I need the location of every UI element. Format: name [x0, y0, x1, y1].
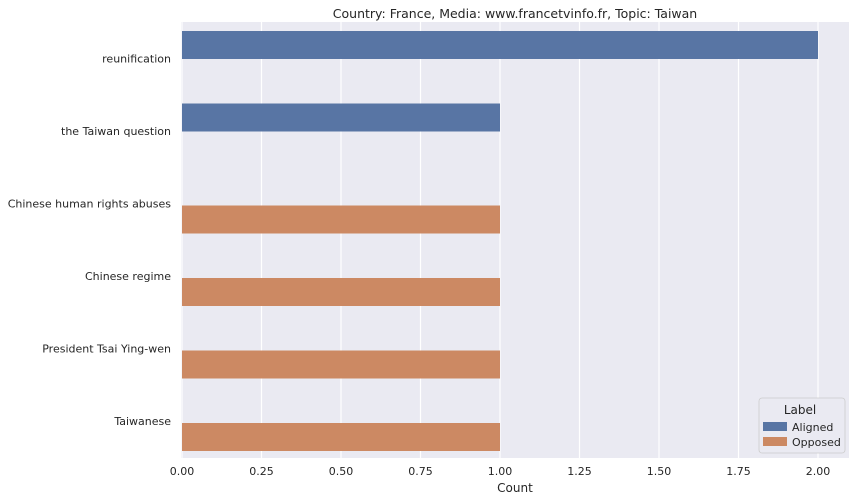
category-label: reunification [102, 52, 171, 65]
bar-aligned [182, 31, 818, 59]
x-tick-labels: 0.00 0.25 0.50 0.75 1.00 1.25 1.50 1.75 2.00 [170, 465, 831, 478]
legend-swatch [763, 437, 787, 446]
category-label: Taiwanese [113, 415, 171, 428]
legend-label: Opposed [792, 436, 841, 449]
category-label: the Taiwan question [61, 125, 171, 138]
plot-area [181, 22, 849, 458]
chart-title: Country: France, Media: www.francetvinfo… [333, 6, 697, 21]
legend-swatch [763, 422, 787, 431]
category-label: President Tsai Ying-wen [42, 342, 171, 355]
legend-title: Label [784, 403, 816, 417]
x-tick-label: 1.50 [647, 465, 672, 478]
bar-opposed [182, 350, 500, 379]
bar-aligned [182, 103, 500, 132]
x-tick-label: 0.75 [408, 465, 433, 478]
category-label: Chinese human rights abuses [8, 197, 172, 210]
grid-lines [181, 22, 819, 458]
bar-opposed [182, 423, 500, 451]
x-tick-label: 1.00 [488, 465, 513, 478]
legend-label: Aligned [792, 421, 833, 434]
x-tick-label: 0.50 [329, 465, 354, 478]
category-labels: reunification the Taiwan question Chinese … [8, 52, 172, 428]
x-tick-label: 0.25 [249, 465, 274, 478]
bars [182, 31, 818, 451]
bar-opposed [182, 205, 500, 234]
x-axis-label: Count [497, 481, 533, 495]
x-tick-label: 1.25 [567, 465, 592, 478]
bar-opposed [182, 278, 500, 306]
x-tick-label: 2.00 [806, 465, 831, 478]
category-label: Chinese regime [85, 270, 171, 283]
x-tick-label: 1.75 [726, 465, 751, 478]
x-tick-label: 0.00 [170, 465, 195, 478]
legend: Label Aligned Opposed [758, 397, 846, 454]
